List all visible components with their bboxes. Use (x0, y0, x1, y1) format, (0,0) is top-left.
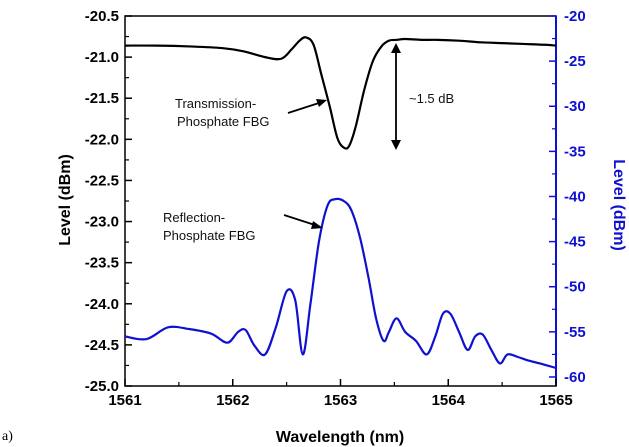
transmission-label-line1: Transmission- (175, 96, 256, 111)
x-tick-label: 1563 (324, 392, 357, 409)
series-transmission-line (124, 36, 557, 150)
left-tick-label: -21.0 (85, 49, 119, 66)
x-axis-ticks: 1561 1562 1563 1564 1565 (108, 379, 573, 409)
right-tick-label: -30 (564, 98, 586, 115)
left-tick-label: -21.5 (85, 90, 119, 107)
transmission-arrowhead (316, 99, 327, 107)
right-tick-label: -60 (564, 369, 586, 386)
left-tick-label: -24.5 (85, 337, 119, 354)
x-tick-label: 1562 (216, 392, 249, 409)
right-tick-label: -45 (564, 234, 586, 251)
right-tick-label: -40 (564, 188, 586, 205)
left-tick-label: -22.5 (85, 172, 119, 189)
left-tick-label: -20.5 (85, 8, 119, 25)
left-tick-label: -23.0 (85, 214, 119, 231)
right-tick-label: -35 (564, 143, 586, 160)
left-tick-label: -24.0 (85, 296, 119, 313)
left-tick-label: -25.0 (85, 378, 119, 395)
depth-arrowhead-bottom (391, 140, 401, 150)
panel-label: a) (2, 429, 13, 444)
left-tick-label: -23.5 (85, 255, 119, 272)
depth-arrowhead-top (391, 43, 401, 53)
transmission-arrow (287, 101, 323, 114)
right-tick-label: -55 (564, 324, 586, 341)
plot-frame (124, 15, 557, 387)
series-reflection-line (124, 197, 557, 370)
x-tick-label: 1564 (432, 392, 466, 409)
x-tick-label: 1561 (108, 392, 141, 409)
right-tick-label: -20 (564, 8, 586, 25)
right-axis-ticks: -20 -25 -30 -35 -40 -45 -50 -55 -60 (549, 8, 586, 386)
reflection-label-line1: Reflection- (163, 210, 225, 225)
reflection-arrowhead (311, 221, 323, 229)
right-tick-label: -25 (564, 53, 586, 70)
right-tick-label: -50 (564, 279, 586, 296)
transmission-label-line2: Phosphate FBG (177, 114, 270, 129)
depth-label: ~1.5 dB (409, 91, 454, 106)
x-tick-label: 1565 (539, 392, 572, 409)
left-axis-title: Level (dBm) (57, 154, 74, 246)
reflection-label-line2: Phosphate FBG (163, 228, 256, 243)
x-axis-title: Wavelength (nm) (276, 429, 404, 446)
right-axis-title: Level (dBm) (610, 159, 627, 251)
left-tick-label: -22.0 (85, 131, 119, 148)
left-axis-ticks: -20.5 -21.0 -21.5 -22.0 -22.5 -23.0 -23.5 -24.0… (85, 8, 132, 395)
